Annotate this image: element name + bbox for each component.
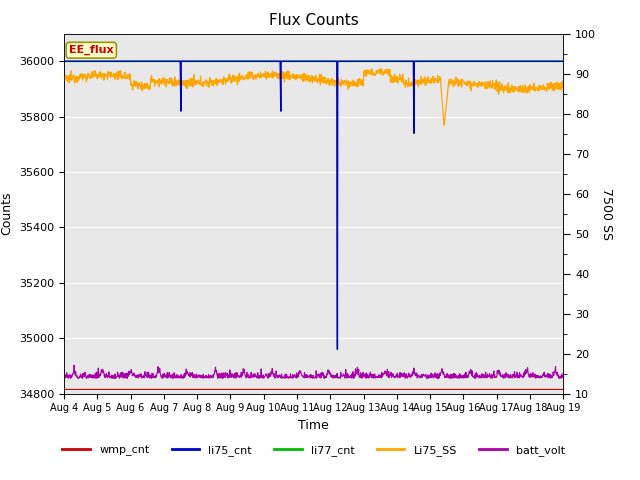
Y-axis label: Counts: Counts bbox=[1, 192, 13, 235]
Title: Flux Counts: Flux Counts bbox=[269, 13, 358, 28]
X-axis label: Time: Time bbox=[298, 419, 329, 432]
Y-axis label: 7500 SS: 7500 SS bbox=[600, 188, 612, 240]
Legend: wmp_cnt, li75_cnt, li77_cnt, Li75_SS, batt_volt: wmp_cnt, li75_cnt, li77_cnt, Li75_SS, ba… bbox=[58, 440, 569, 460]
Text: EE_flux: EE_flux bbox=[69, 45, 114, 55]
